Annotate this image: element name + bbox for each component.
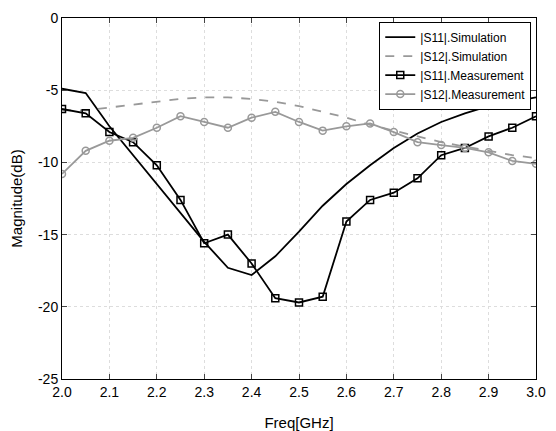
svg-text:2.4: 2.4	[242, 384, 262, 400]
svg-text:Magnitude(dB): Magnitude(dB)	[8, 149, 25, 247]
svg-text:-5: -5	[46, 82, 59, 98]
svg-text:-25: -25	[38, 371, 58, 387]
svg-text:3.0: 3.0	[526, 384, 546, 400]
svg-text:-10: -10	[38, 154, 58, 170]
svg-text:|S11|.Simulation: |S11|.Simulation	[420, 31, 506, 45]
svg-text:2.2: 2.2	[147, 384, 167, 400]
svg-text:2.0: 2.0	[52, 384, 72, 400]
svg-text:2.6: 2.6	[337, 384, 357, 400]
svg-text:|S12|.Simulation: |S12|.Simulation	[420, 50, 507, 64]
svg-text:0: 0	[50, 10, 58, 26]
svg-text:2.1: 2.1	[100, 384, 120, 400]
svg-text:2.7: 2.7	[384, 384, 404, 400]
svg-text:Freq[GHz]: Freq[GHz]	[264, 414, 333, 431]
svg-text:2.3: 2.3	[194, 384, 214, 400]
svg-text:-15: -15	[38, 227, 58, 243]
svg-text:|S11|.Measurement: |S11|.Measurement	[420, 69, 524, 83]
svg-text:|S12|.Measurement: |S12|.Measurement	[420, 88, 525, 102]
svg-text:2.5: 2.5	[289, 384, 309, 400]
svg-text:2.8: 2.8	[431, 384, 451, 400]
svg-text:-20: -20	[38, 299, 58, 315]
svg-text:2.9: 2.9	[479, 384, 499, 400]
